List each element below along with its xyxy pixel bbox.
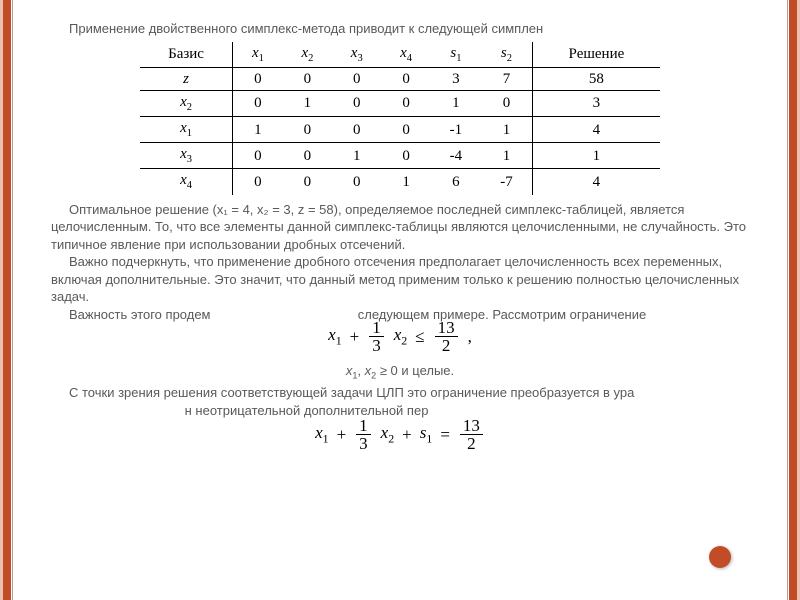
- cell: 3: [431, 67, 481, 90]
- cell-basis: x2: [140, 90, 233, 116]
- col-x2: x2: [283, 42, 332, 68]
- slide-content: Применение двойственного симплекс-метода…: [51, 20, 749, 598]
- cell: 0: [283, 143, 332, 169]
- sym-sub: 1: [323, 432, 329, 446]
- cell-basis: x4: [140, 169, 233, 195]
- cell: 0: [283, 169, 332, 195]
- cell-solution: 58: [532, 67, 660, 90]
- paragraph-important: Важно подчеркнуть, что применение дробно…: [51, 253, 749, 306]
- sym-x: x: [315, 423, 323, 442]
- frac-num: 13: [435, 319, 458, 337]
- cell: 0: [381, 143, 430, 169]
- cell-solution: 4: [532, 169, 660, 195]
- cell: -1: [431, 117, 481, 143]
- frac-den: 3: [356, 435, 371, 452]
- sym-sub: 2: [388, 432, 394, 446]
- col-s1: s1: [431, 42, 481, 68]
- formula-equation: x1 + 1 3 x2 + s1 = 13 2: [51, 417, 749, 452]
- col-x3: x3: [332, 42, 381, 68]
- cell: 0: [381, 90, 430, 116]
- cell-solution: 3: [532, 90, 660, 116]
- paragraph-example-intro: Важность этого продем следующем примере.…: [51, 306, 749, 324]
- cell: 0: [233, 90, 283, 116]
- op-le: ≤: [415, 328, 424, 345]
- cell: 0: [332, 90, 381, 116]
- paragraph-intro: Применение двойственного симплекс-метода…: [51, 20, 749, 38]
- col-solution: Решение: [532, 42, 660, 68]
- text-fragment: С точки зрения решения соответствующей з…: [69, 385, 634, 400]
- text-fragment: н неотрицательной дополнительной пер: [185, 403, 429, 418]
- cell-basis: z: [140, 67, 233, 90]
- cell: -4: [431, 143, 481, 169]
- col-s2: s2: [481, 42, 532, 68]
- cell: 0: [283, 67, 332, 90]
- table-row: z 0 0 0 0 3 7 58: [140, 67, 660, 90]
- cell: 0: [381, 117, 430, 143]
- cell: 0: [233, 169, 283, 195]
- table-row: x3 0 0 1 0 -4 1 1: [140, 143, 660, 169]
- fraction: 1 3: [356, 417, 371, 452]
- cell: 1: [481, 143, 532, 169]
- cell: 1: [233, 117, 283, 143]
- cell: 7: [481, 67, 532, 90]
- sym-x: x: [328, 325, 336, 344]
- frac-den: 3: [369, 337, 384, 354]
- cell: 1: [381, 169, 430, 195]
- fraction: 13 2: [460, 417, 483, 452]
- col-basis: Базис: [140, 42, 233, 68]
- cell: 0: [233, 67, 283, 90]
- cell: 0: [332, 169, 381, 195]
- frac-num: 13: [460, 417, 483, 435]
- sym-sub: 1: [426, 432, 432, 446]
- fraction: 1 3: [369, 319, 384, 354]
- text-fragment: Важность этого продем: [69, 307, 211, 322]
- op-eq: =: [440, 426, 450, 443]
- op-plus: +: [402, 426, 412, 443]
- cell: 6: [431, 169, 481, 195]
- frac-num: 1: [369, 319, 384, 337]
- comma: ,: [468, 328, 472, 345]
- frac-num: 1: [356, 417, 371, 435]
- table-row: x2 0 1 0 0 1 0 3: [140, 90, 660, 116]
- cell: 1: [332, 143, 381, 169]
- cell-solution: 4: [532, 117, 660, 143]
- cell: -7: [481, 169, 532, 195]
- frac-den: 2: [464, 435, 479, 452]
- sym-sub: 1: [336, 334, 342, 348]
- cell: 0: [283, 117, 332, 143]
- fraction: 13 2: [435, 319, 458, 354]
- decor-stripe-left-dark: [3, 0, 11, 600]
- cell: 0: [332, 117, 381, 143]
- paragraph-optimal: Оптимальное решение (x₁ = 4, x₂ = 3, z =…: [51, 201, 749, 254]
- simplex-table-wrap: Базис x1 x2 x3 x4 s1 s2 Решение z 0 0: [140, 42, 660, 195]
- text-fragment: следующем примере. Рассмотрим ограничени…: [358, 307, 646, 322]
- sym-sub: 2: [401, 334, 407, 348]
- paragraph-transform-a: С точки зрения решения соответствующей з…: [51, 384, 749, 419]
- cell-basis: x1: [140, 117, 233, 143]
- cell: 0: [233, 143, 283, 169]
- cell: 1: [481, 117, 532, 143]
- op-plus: +: [350, 328, 360, 345]
- table-row: x1 1 0 0 0 -1 1 4: [140, 117, 660, 143]
- cell: 1: [283, 90, 332, 116]
- cell: 0: [481, 90, 532, 116]
- cell: 0: [332, 67, 381, 90]
- op-plus: +: [337, 426, 347, 443]
- cell-solution: 1: [532, 143, 660, 169]
- decor-stripe-right-dark: [789, 0, 797, 600]
- page-frame: Применение двойственного симплекс-метода…: [12, 0, 788, 600]
- frac-den: 2: [439, 337, 454, 354]
- slide-bullet-icon: [709, 546, 731, 568]
- cell: 1: [431, 90, 481, 116]
- cell-basis: x3: [140, 143, 233, 169]
- col-x4: x4: [381, 42, 430, 68]
- table-header-row: Базис x1 x2 x3 x4 s1 s2 Решение: [140, 42, 660, 68]
- formula-constraint: x1 + 1 3 x2 ≤ 13 2 ,: [51, 319, 749, 354]
- simplex-table: Базис x1 x2 x3 x4 s1 s2 Решение z 0 0: [140, 42, 660, 195]
- paragraph-condition: x1, x2 ≥ 0 и целые.: [51, 362, 749, 382]
- col-x1: x1: [233, 42, 283, 68]
- cell: 0: [381, 67, 430, 90]
- table-row: x4 0 0 0 1 6 -7 4: [140, 169, 660, 195]
